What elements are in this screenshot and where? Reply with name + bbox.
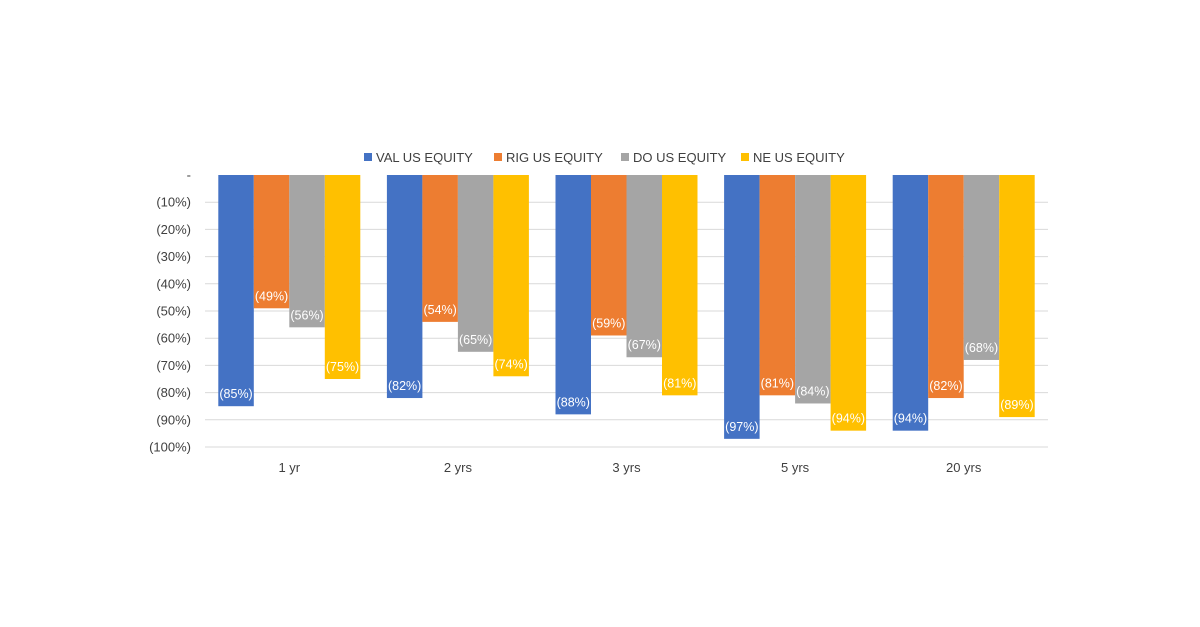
data-label: (65%)	[459, 333, 492, 347]
bar	[626, 175, 662, 358]
y-tick-label: (30%)	[156, 249, 191, 264]
x-tick-label: 1 yr	[278, 460, 300, 475]
legend-label: VAL US EQUITY	[376, 150, 473, 165]
legend-label: RIG US EQUITY	[506, 150, 603, 165]
y-axis: - (10%) (20%) (30%) (40%) (50%) (60%) (70%) (80%…	[149, 168, 191, 455]
legend-swatch	[494, 153, 502, 161]
data-label: (54%)	[423, 303, 456, 317]
bar	[386, 175, 423, 399]
bar	[555, 175, 591, 415]
bar	[457, 175, 494, 352]
data-label: (49%)	[255, 289, 288, 303]
data-label: (56%)	[290, 308, 323, 322]
legend-label: NE US EQUITY	[753, 150, 845, 165]
y-tick-label: (50%)	[156, 304, 191, 319]
data-label: (94%)	[832, 412, 865, 426]
data-label: (85%)	[219, 387, 252, 401]
y-tick-label: (90%)	[156, 412, 191, 427]
bar	[724, 175, 760, 439]
y-tick-label: (100%)	[149, 440, 191, 455]
data-label: (68%)	[965, 341, 998, 355]
legend-swatch	[741, 153, 749, 161]
y-tick-label: (40%)	[156, 276, 191, 291]
x-tick-label: 3 yrs	[612, 460, 641, 475]
bar	[253, 175, 290, 309]
bar	[324, 175, 361, 379]
bar	[892, 175, 929, 431]
x-axis: 1 yr 2 yrs 3 yrs 5 yrs 20 yrs	[278, 460, 981, 475]
data-label: (84%)	[796, 384, 829, 398]
data-label: (67%)	[628, 338, 661, 352]
bar	[928, 175, 964, 399]
bar	[963, 175, 1000, 360]
x-tick-label: 2 yrs	[444, 460, 473, 475]
data-label: (88%)	[557, 395, 590, 409]
legend-label: DO US EQUITY	[633, 150, 727, 165]
bar	[795, 175, 831, 404]
bar	[493, 175, 529, 377]
y-tick-label: (70%)	[156, 358, 191, 373]
legend-swatch	[621, 153, 629, 161]
data-label: (97%)	[725, 420, 758, 434]
data-label: (74%)	[494, 357, 527, 371]
y-tick-label: (10%)	[156, 195, 191, 210]
bar	[591, 175, 627, 336]
bar	[662, 175, 698, 396]
y-tick-label: -	[187, 168, 191, 183]
data-label: (82%)	[388, 379, 421, 393]
data-labels: (85%) (49%)(56%) (75%) (82%) (54%) (65%)(74%)…	[219, 289, 1033, 434]
bars	[218, 175, 1035, 439]
bar	[289, 175, 325, 328]
data-label: (59%)	[592, 316, 625, 330]
bar	[759, 175, 796, 396]
data-label: (81%)	[663, 376, 696, 390]
bar	[999, 175, 1035, 418]
bar	[422, 175, 458, 322]
x-tick-label: 20 yrs	[946, 460, 982, 475]
bar	[830, 175, 867, 431]
data-label: (94%)	[894, 412, 927, 426]
data-label: (82%)	[929, 379, 962, 393]
data-label: (89%)	[1000, 398, 1033, 412]
data-label: (81%)	[761, 376, 794, 390]
legend: VAL US EQUITY RIG US EQUITY DO US EQUITY NE…	[364, 150, 845, 165]
y-tick-label: (60%)	[156, 331, 191, 346]
legend-swatch	[364, 153, 372, 161]
y-tick-label: (20%)	[156, 222, 191, 237]
x-tick-label: 5 yrs	[781, 460, 810, 475]
bar	[218, 175, 254, 407]
y-tick-label: (80%)	[156, 385, 191, 400]
data-label: (75%)	[326, 360, 359, 374]
